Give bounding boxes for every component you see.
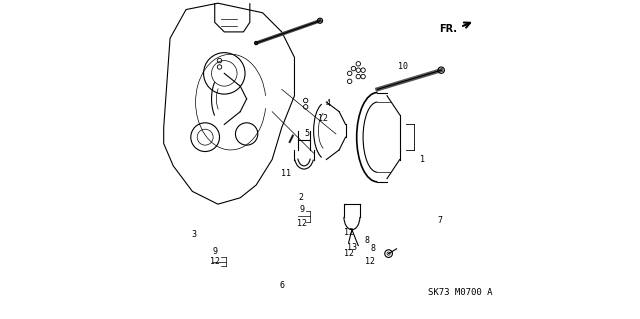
Text: 12: 12 bbox=[210, 257, 220, 266]
Text: 8: 8 bbox=[365, 236, 370, 245]
Text: 7: 7 bbox=[437, 216, 442, 225]
Text: 12: 12 bbox=[318, 114, 328, 122]
Text: 4: 4 bbox=[326, 99, 330, 108]
Text: 10: 10 bbox=[398, 62, 408, 71]
Text: 8: 8 bbox=[370, 244, 375, 253]
Text: 13: 13 bbox=[347, 243, 357, 252]
Text: FR.: FR. bbox=[439, 24, 457, 34]
Text: 12: 12 bbox=[365, 257, 376, 266]
Text: 1: 1 bbox=[420, 155, 424, 164]
Text: 9: 9 bbox=[212, 247, 217, 256]
Text: 12: 12 bbox=[344, 228, 354, 237]
Text: 11: 11 bbox=[280, 169, 291, 178]
Text: 12: 12 bbox=[298, 219, 307, 228]
Text: 5: 5 bbox=[305, 130, 310, 138]
Text: 12: 12 bbox=[344, 249, 354, 258]
Text: 9: 9 bbox=[300, 205, 305, 214]
Text: 2: 2 bbox=[298, 193, 303, 202]
Text: 3: 3 bbox=[191, 230, 196, 239]
Text: SK73 M0700 A: SK73 M0700 A bbox=[428, 288, 493, 297]
Text: 6: 6 bbox=[279, 281, 284, 290]
